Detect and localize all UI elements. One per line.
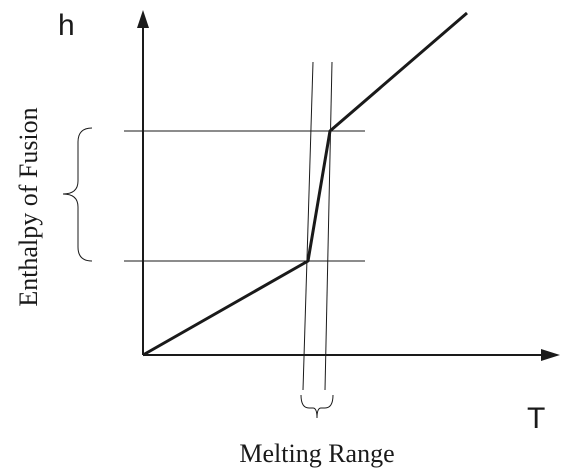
melting-range-left-line [302, 61, 314, 391]
x-axis-arrowhead [541, 349, 560, 361]
melting-range-brace [300, 394, 334, 419]
enthalpy-of-fusion-label: Enthalpy of Fusion [14, 107, 43, 306]
melting-range-label: Melting Range [239, 439, 394, 468]
y-axis-arrowhead [137, 10, 149, 28]
enthalpy-curve [142, 11, 468, 357]
x-axis-label: T [527, 402, 545, 435]
melting-range-right-line [324, 61, 333, 391]
y-axis-label: h [58, 9, 75, 42]
enthalpy-of-fusion-brace [62, 127, 93, 262]
